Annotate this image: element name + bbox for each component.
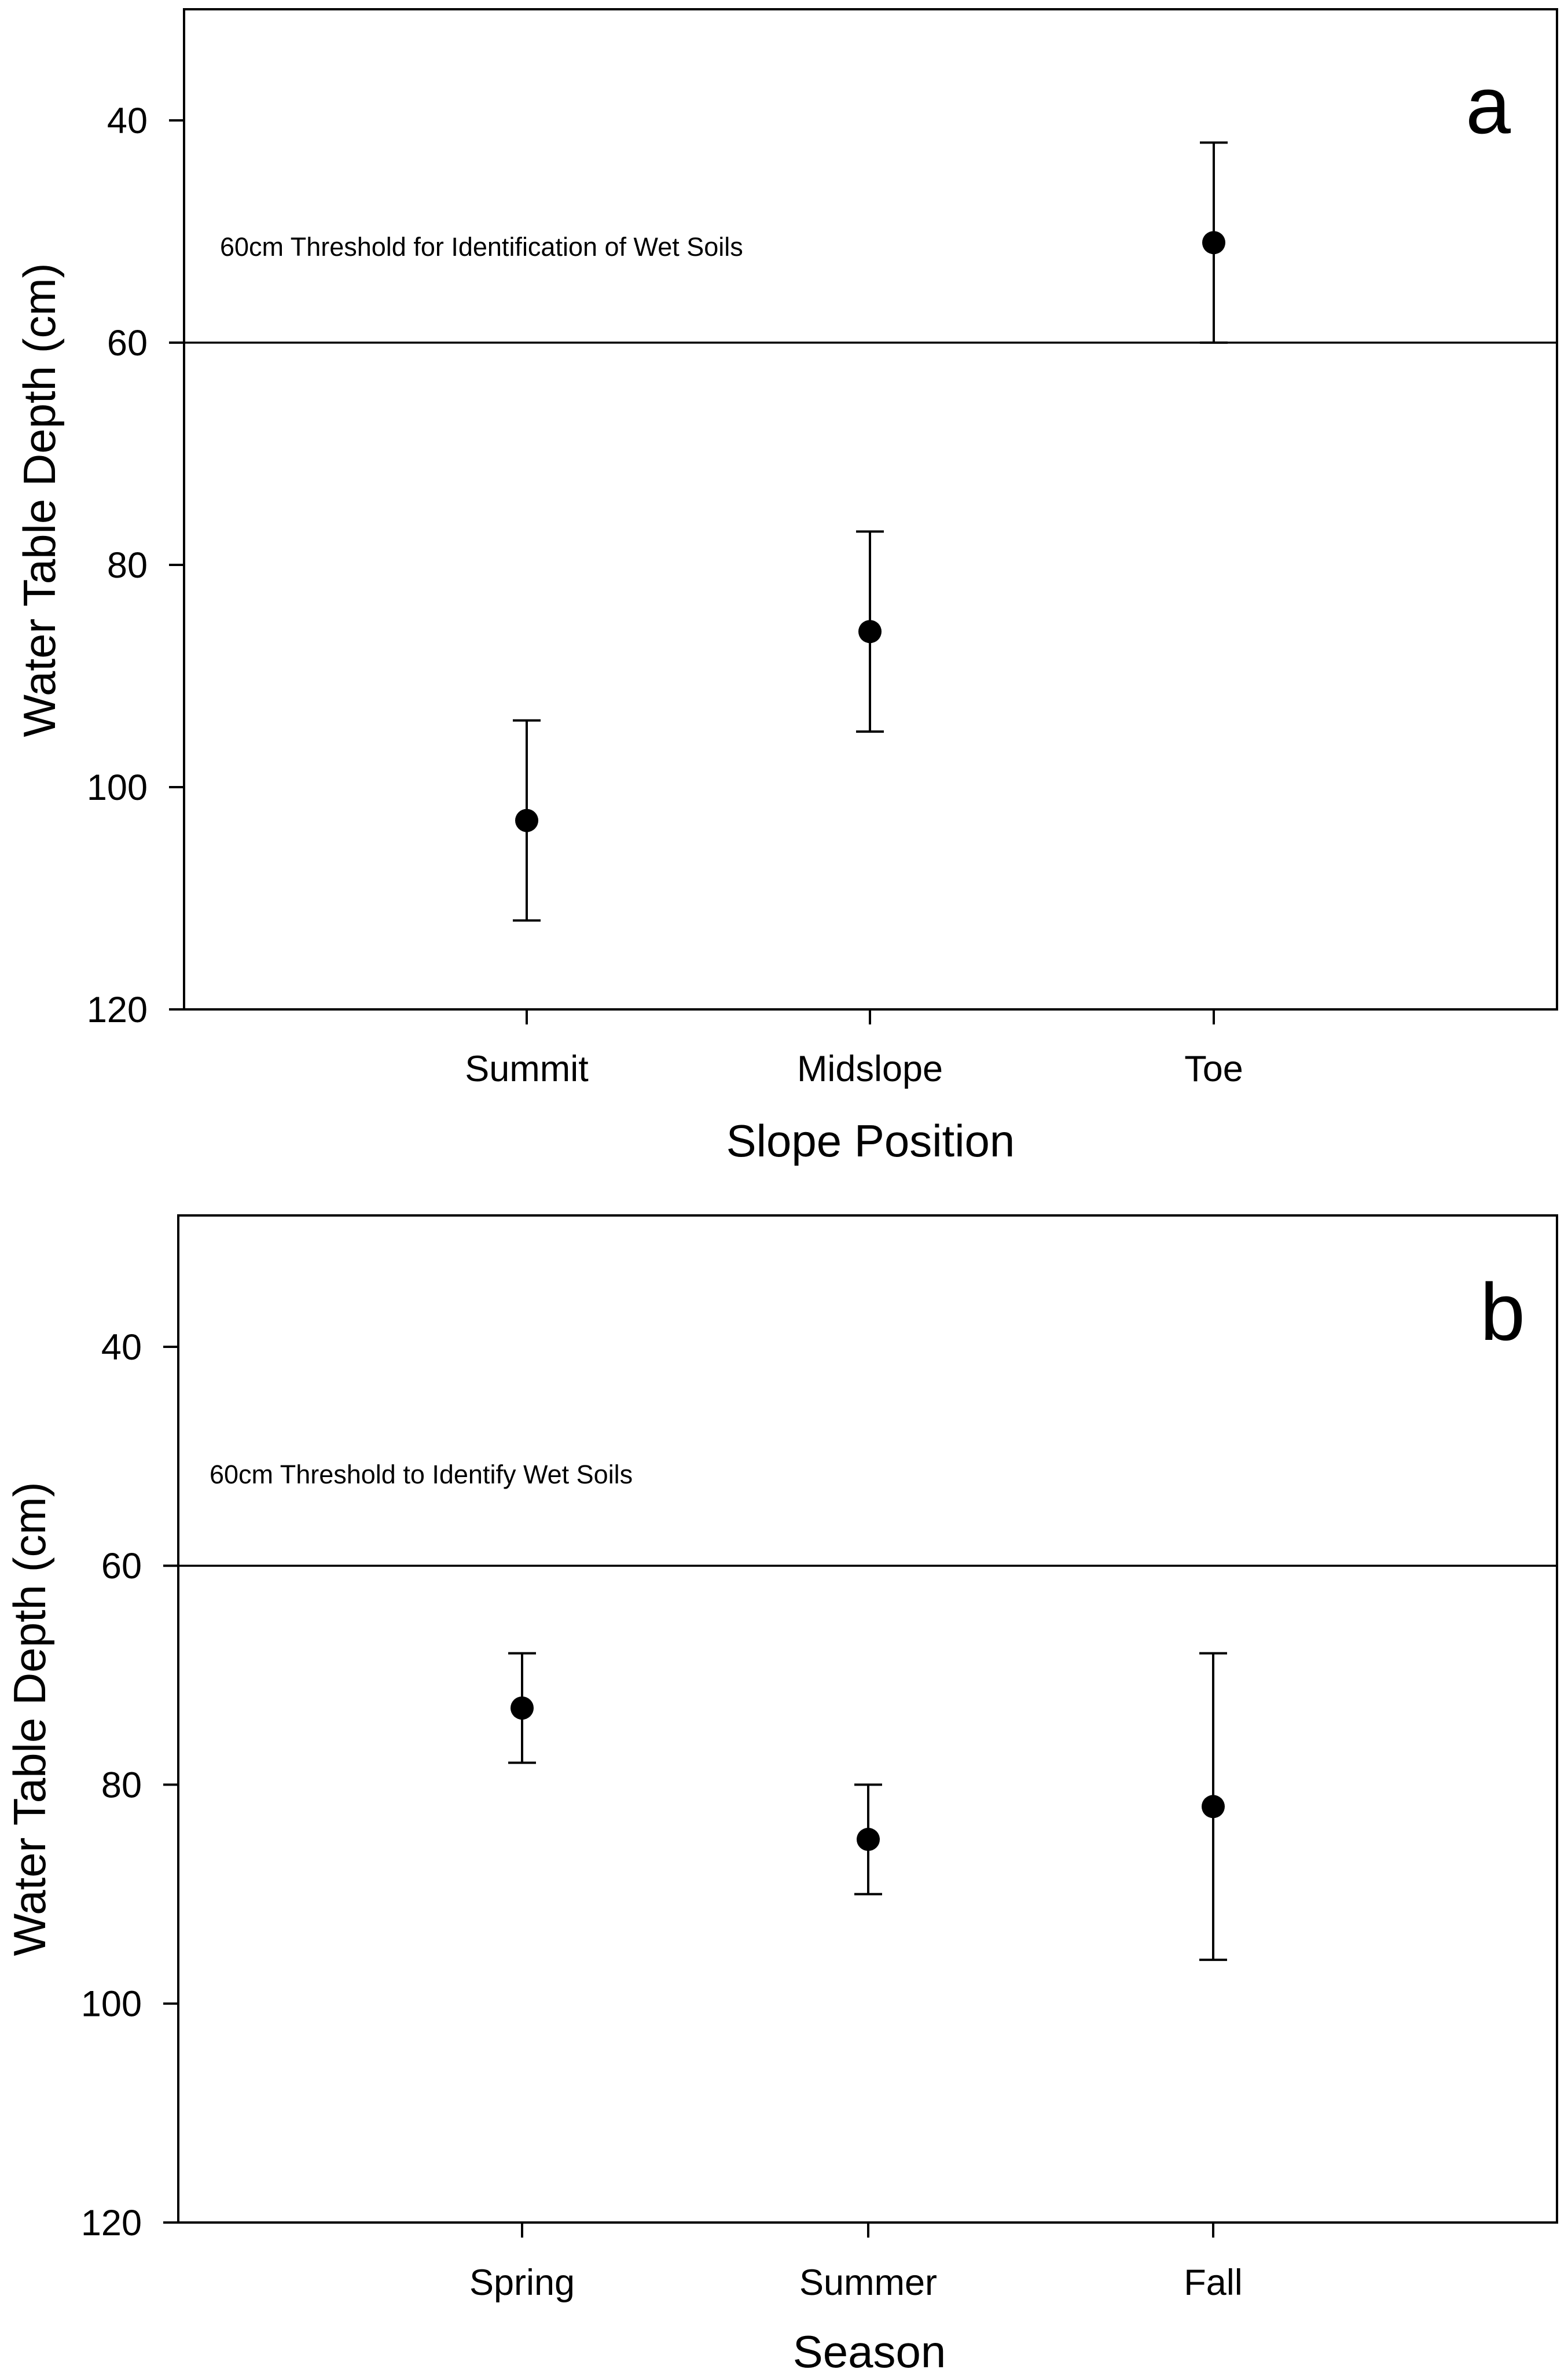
x-tick-label-summer: Summer xyxy=(799,2262,937,2303)
panel-b-x-axis-title: Season xyxy=(793,2326,946,2373)
panel-a-y-axis-title: Water Table Depth (cm) xyxy=(14,263,65,737)
y-tick-label: 60 xyxy=(107,323,148,363)
panel-a-x-axis-title: Slope Position xyxy=(726,1115,1015,1166)
y-tick-label: 60 xyxy=(101,1546,142,1586)
panel-b-frame xyxy=(177,1214,1558,2224)
panel-a-y-ticks: 40 60 80 100 120 xyxy=(87,101,184,1030)
panel-a-data-points xyxy=(513,141,1228,922)
y-tick-label: 40 xyxy=(107,101,148,141)
data-point-toe xyxy=(1202,231,1225,255)
panel-a-letter: a xyxy=(1466,60,1511,150)
data-point-fall xyxy=(1202,1795,1225,1819)
y-tick-label: 120 xyxy=(81,2203,142,2243)
panel-b-threshold-label: 60cm Threshold to Identify Wet Soils xyxy=(210,1460,633,1489)
data-point-spring xyxy=(511,1696,534,1720)
y-tick-label: 100 xyxy=(87,767,148,808)
x-tick-label-spring: Spring xyxy=(469,2262,575,2303)
x-tick-label-midslope: Midslope xyxy=(797,1049,943,1089)
y-tick-label: 80 xyxy=(107,545,148,586)
panel-b-y-ticks: 40 60 80 100 120 xyxy=(81,1327,178,2243)
data-point-summit xyxy=(515,809,538,832)
panel-a: a 60cm Threshold for Identification of W… xyxy=(14,8,1558,1166)
panel-a-x-ticks: Summit Midslope Toe xyxy=(465,1009,1243,1089)
y-tick-label: 120 xyxy=(87,990,148,1030)
x-tick-label-summit: Summit xyxy=(465,1049,589,1089)
y-tick-label: 80 xyxy=(101,1765,142,1805)
panel-b-data-points xyxy=(508,1652,1227,1961)
panel-b: b 60cm Threshold to Identify Wet Soils S… xyxy=(4,1214,1558,2373)
panel-a-threshold-label: 60cm Threshold for Identification of Wet… xyxy=(220,232,743,262)
y-tick-label: 40 xyxy=(101,1327,142,1368)
y-tick-label: 100 xyxy=(81,1984,142,2025)
data-point-midslope xyxy=(858,620,882,644)
x-tick-label-fall: Fall xyxy=(1184,2262,1243,2303)
panel-b-x-ticks: Spring Summer Fall xyxy=(469,2223,1243,2303)
panel-a-frame xyxy=(183,8,1558,1011)
panel-b-letter: b xyxy=(1480,1266,1525,1357)
panel-b-y-axis-title: Water Table Depth (cm) xyxy=(4,1482,55,1956)
data-point-summer xyxy=(857,1828,880,1852)
x-tick-label-toe: Toe xyxy=(1184,1049,1243,1089)
